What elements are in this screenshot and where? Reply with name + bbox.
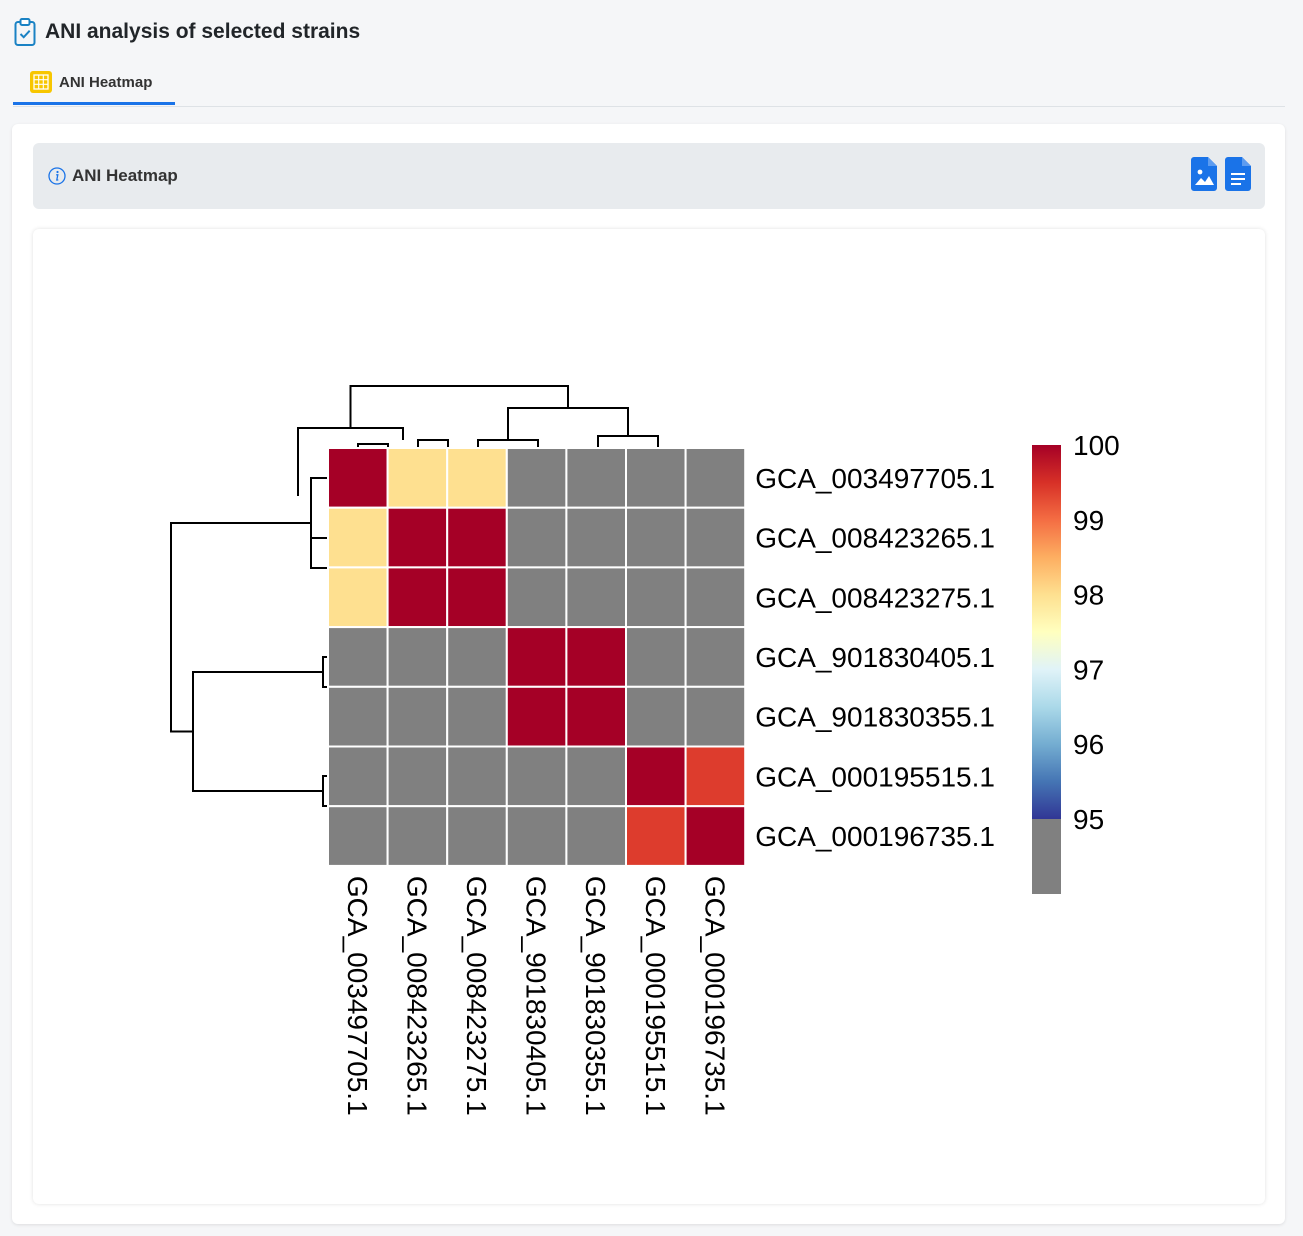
heatmap-cell bbox=[327, 566, 389, 629]
color-legend: 100 99 98 97 96 95 bbox=[1032, 430, 1120, 894]
ani-heatmap: GCA_003497705.1 GCA_008423265.1 GCA_008423… bbox=[170, 385, 1120, 1116]
row-label: GCA_000196735.1 bbox=[755, 821, 995, 852]
heatmap-cell bbox=[446, 566, 508, 629]
heatmap-cell bbox=[684, 566, 747, 629]
row-label: GCA_003497705.1 bbox=[755, 463, 995, 494]
heatmap-cell bbox=[684, 447, 747, 509]
tab-label: ANI Heatmap bbox=[59, 73, 153, 91]
heatmap-cell bbox=[625, 447, 687, 509]
column-label: GCA_008423265.1 bbox=[401, 876, 432, 1116]
column-label: GCA_000195515.1 bbox=[640, 876, 671, 1116]
heatmap-cell bbox=[625, 805, 687, 867]
clipboard-check-icon bbox=[14, 18, 36, 46]
colorbar-tick-label: 97 bbox=[1073, 654, 1104, 685]
heatmap-cell bbox=[625, 745, 687, 808]
heatmap-cell bbox=[505, 506, 568, 569]
file-text-icon bbox=[1225, 157, 1251, 191]
colorbar-tick-label: 98 bbox=[1073, 580, 1104, 611]
download-data-button[interactable] bbox=[1225, 157, 1251, 191]
heatmap-cell bbox=[565, 506, 628, 569]
colorbar-gradient bbox=[1032, 445, 1061, 819]
row-label: GCA_008423265.1 bbox=[755, 523, 995, 554]
tab-bar: ANI Heatmap bbox=[13, 62, 1285, 107]
heatmap-cell bbox=[446, 745, 508, 808]
card-title: ANI Heatmap bbox=[72, 166, 178, 185]
heatmap-cell bbox=[684, 685, 747, 748]
heatmap-cell bbox=[446, 805, 508, 867]
heatmap-cell bbox=[327, 805, 389, 867]
column-label: GCA_008423275.1 bbox=[461, 876, 492, 1116]
heatmap-cell bbox=[446, 626, 508, 688]
heatmap-cell bbox=[327, 685, 389, 748]
heatmap-cell bbox=[565, 626, 628, 688]
colorbar-tick-label: 100 bbox=[1073, 430, 1120, 461]
heatmap-cell bbox=[565, 745, 628, 808]
heatmap-cell bbox=[625, 566, 687, 629]
grid-table-icon bbox=[30, 71, 52, 93]
heatmap-cell bbox=[505, 805, 568, 867]
heatmap-card: ANI Heatmap bbox=[12, 124, 1285, 1224]
column-label: GCA_901830405.1 bbox=[521, 876, 552, 1116]
colorbar-tick-label: 96 bbox=[1073, 729, 1104, 760]
heatmap-panel: GCA_003497705.1 GCA_008423265.1 GCA_008423… bbox=[33, 229, 1265, 1204]
page-title: ANI analysis of selected strains bbox=[45, 20, 361, 43]
info-icon bbox=[48, 167, 66, 185]
heatmap-cell bbox=[386, 626, 449, 688]
heatmap-cell bbox=[505, 685, 568, 748]
heatmap-cell bbox=[386, 447, 449, 509]
heatmap-cell bbox=[446, 685, 508, 748]
heatmap-cell bbox=[565, 805, 628, 867]
heatmap-cell bbox=[505, 745, 568, 808]
heatmap-cell bbox=[386, 506, 449, 569]
colorbar-tick-label: 95 bbox=[1073, 804, 1104, 835]
heatmap-cell bbox=[565, 685, 628, 748]
heatmap-cell bbox=[684, 626, 747, 688]
heatmap-cell bbox=[446, 506, 508, 569]
heatmap-cell bbox=[386, 566, 449, 629]
row-label: GCA_008423275.1 bbox=[755, 582, 995, 613]
heatmap-cell bbox=[684, 745, 747, 808]
heatmap-cell bbox=[565, 566, 628, 629]
tab-ani-heatmap[interactable]: ANI Heatmap bbox=[13, 62, 175, 105]
row-dendrogram bbox=[170, 477, 328, 807]
heatmap-cell bbox=[446, 447, 508, 509]
heatmap-cells bbox=[327, 447, 747, 867]
row-labels: GCA_003497705.1 GCA_008423265.1 GCA_008423… bbox=[755, 463, 995, 852]
colorbar-tick-label: 99 bbox=[1073, 505, 1104, 536]
file-image-icon bbox=[1191, 157, 1217, 191]
column-labels: GCA_003497705.1 GCA_008423265.1 GCA_008423… bbox=[342, 876, 731, 1116]
heatmap-cell bbox=[625, 506, 687, 569]
column-label: GCA_003497705.1 bbox=[342, 876, 373, 1116]
heatmap-cell bbox=[327, 626, 389, 688]
heatmap-cell bbox=[625, 685, 687, 748]
heatmap-cell bbox=[327, 447, 389, 509]
download-image-button[interactable] bbox=[1191, 157, 1217, 191]
column-label: GCA_000196735.1 bbox=[699, 876, 730, 1116]
row-label: GCA_000195515.1 bbox=[755, 761, 995, 792]
heatmap-cell bbox=[565, 447, 628, 509]
heatmap-cell bbox=[327, 506, 389, 569]
heatmap-cell bbox=[505, 566, 568, 629]
column-label: GCA_901830355.1 bbox=[580, 876, 611, 1116]
heatmap-cell bbox=[505, 626, 568, 688]
heatmap-cell bbox=[386, 805, 449, 867]
colorbar-below-threshold bbox=[1032, 819, 1061, 894]
heatmap-cell bbox=[386, 745, 449, 808]
card-header: ANI Heatmap bbox=[33, 143, 1265, 209]
heatmap-cell bbox=[625, 626, 687, 688]
heatmap-cell bbox=[386, 685, 449, 748]
heatmap-cell bbox=[684, 506, 747, 569]
row-label: GCA_901830355.1 bbox=[755, 702, 995, 733]
heatmap-cell bbox=[505, 447, 568, 509]
heatmap-cell bbox=[684, 805, 747, 867]
row-label: GCA_901830405.1 bbox=[755, 642, 995, 673]
page-header: ANI analysis of selected strains bbox=[14, 12, 360, 52]
heatmap-cell bbox=[327, 745, 389, 808]
